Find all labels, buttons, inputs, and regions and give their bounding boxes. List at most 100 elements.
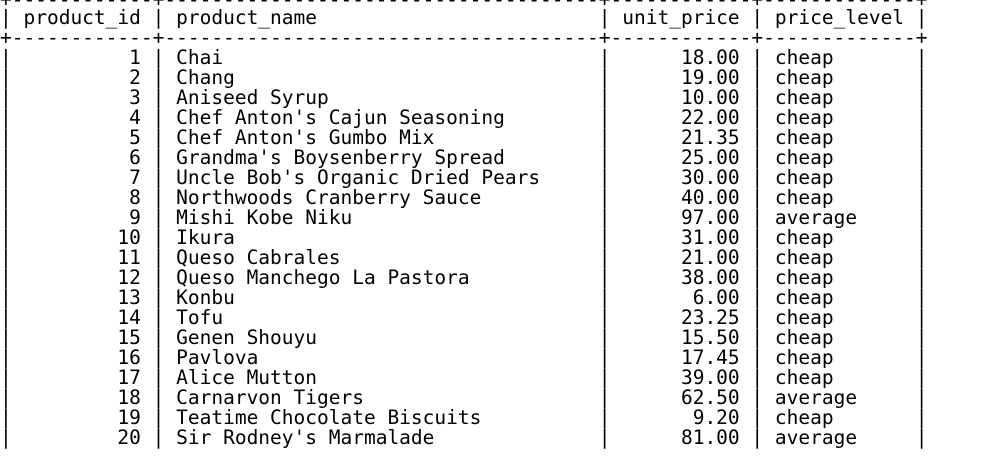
table-border-header: +------------+--------------------------… bbox=[0, 28, 927, 48]
table-row: | 9 | Mishi Kobe Niku | 97.00 | average … bbox=[0, 208, 928, 228]
column-separator: | bbox=[587, 426, 623, 449]
cell-price-level: cheap bbox=[774, 226, 905, 249]
cell-product-id: 1 bbox=[23, 46, 141, 69]
cell-product-id: 15 bbox=[23, 326, 141, 349]
cell-price-level: average bbox=[774, 386, 905, 409]
cell-unit-price: 15.50 bbox=[622, 326, 740, 349]
cell-price-level: cheap bbox=[774, 286, 905, 309]
column-separator: | bbox=[904, 366, 928, 389]
column-separator: | bbox=[904, 286, 928, 309]
table-row: | 13 | Konbu | 6.00 | cheap | bbox=[0, 288, 928, 308]
cell-product-id: 8 bbox=[23, 186, 141, 209]
table-row: | 17 | Alice Mutton | 39.00 | cheap | bbox=[0, 368, 928, 388]
column-header-unit-price: unit_price bbox=[622, 6, 740, 29]
cell-unit-price: 18.00 bbox=[622, 46, 740, 69]
cell-unit-price: 17.45 bbox=[622, 346, 740, 369]
column-separator: | bbox=[587, 126, 623, 149]
column-separator: | bbox=[739, 426, 775, 449]
column-separator: | bbox=[739, 226, 775, 249]
cell-unit-price: 25.00 bbox=[622, 146, 740, 169]
column-separator: | bbox=[140, 386, 177, 409]
column-separator: | bbox=[739, 166, 775, 189]
column-separator: | bbox=[587, 306, 623, 329]
table-row: | 7 | Uncle Bob's Organic Dried Pears | … bbox=[0, 168, 928, 188]
cell-product-name: Pavlova bbox=[176, 346, 588, 369]
cell-unit-price: 38.00 bbox=[622, 266, 740, 289]
column-separator: | bbox=[140, 246, 177, 269]
cell-product-id: 2 bbox=[23, 66, 141, 89]
column-separator: | bbox=[0, 46, 24, 69]
column-separator: | bbox=[739, 266, 775, 289]
table-row: | 19 | Teatime Chocolate Biscuits | 9.20… bbox=[0, 408, 928, 428]
column-separator: | bbox=[904, 106, 928, 129]
cell-product-name: Grandma's Boysenberry Spread bbox=[176, 146, 588, 169]
column-separator: | bbox=[904, 6, 928, 29]
column-separator: | bbox=[140, 186, 177, 209]
table-row: | 4 | Chef Anton's Cajun Seasoning | 22.… bbox=[0, 108, 928, 128]
column-separator: | bbox=[140, 426, 177, 449]
column-separator: | bbox=[739, 386, 775, 409]
column-separator: | bbox=[739, 106, 775, 129]
cell-unit-price: 22.00 bbox=[622, 106, 740, 129]
cell-price-level: cheap bbox=[774, 46, 905, 69]
cell-product-name: Uncle Bob's Organic Dried Pears bbox=[176, 166, 588, 189]
column-separator: | bbox=[587, 6, 623, 29]
column-separator: | bbox=[140, 266, 177, 289]
column-separator: | bbox=[904, 66, 928, 89]
table-row: | 16 | Pavlova | 17.45 | cheap | bbox=[0, 348, 928, 368]
column-separator: | bbox=[0, 146, 24, 169]
cell-price-level: cheap bbox=[774, 106, 905, 129]
cell-product-id: 10 bbox=[23, 226, 141, 249]
cell-product-name: Chef Anton's Gumbo Mix bbox=[176, 126, 588, 149]
cell-unit-price: 21.35 bbox=[622, 126, 740, 149]
table-row: | 20 | Sir Rodney's Marmalade | 81.00 | … bbox=[0, 428, 928, 448]
cell-unit-price: 9.20 bbox=[622, 406, 740, 429]
cell-unit-price: 21.00 bbox=[622, 246, 740, 269]
table-row: | 14 | Tofu | 23.25 | cheap | bbox=[0, 308, 928, 328]
column-separator: | bbox=[0, 286, 24, 309]
column-separator: | bbox=[140, 146, 177, 169]
column-separator: | bbox=[587, 386, 623, 409]
column-separator: | bbox=[587, 166, 623, 189]
column-separator: | bbox=[739, 366, 775, 389]
cell-product-name: Queso Manchego La Pastora bbox=[176, 266, 588, 289]
column-separator: | bbox=[140, 166, 177, 189]
cell-product-name: Queso Cabrales bbox=[176, 246, 588, 269]
column-separator: | bbox=[587, 206, 623, 229]
column-separator: | bbox=[904, 306, 928, 329]
column-separator: | bbox=[0, 386, 24, 409]
column-separator: | bbox=[904, 146, 928, 169]
column-separator: | bbox=[140, 366, 177, 389]
cell-price-level: cheap bbox=[774, 66, 905, 89]
column-separator: | bbox=[904, 186, 928, 209]
column-separator: | bbox=[0, 66, 24, 89]
cell-price-level: cheap bbox=[774, 166, 905, 189]
column-separator: | bbox=[0, 106, 24, 129]
column-separator: | bbox=[904, 206, 928, 229]
cell-product-id: 5 bbox=[23, 126, 141, 149]
cell-price-level: cheap bbox=[774, 346, 905, 369]
table-row: | 12 | Queso Manchego La Pastora | 38.00… bbox=[0, 268, 928, 288]
column-separator: | bbox=[587, 346, 623, 369]
column-separator: | bbox=[140, 286, 177, 309]
table-row: | 2 | Chang | 19.00 | cheap | bbox=[0, 68, 928, 88]
column-separator: | bbox=[587, 86, 623, 109]
column-separator: | bbox=[0, 206, 24, 229]
table-row: | 1 | Chai | 18.00 | cheap | bbox=[0, 48, 928, 68]
column-separator: | bbox=[739, 326, 775, 349]
cell-price-level: cheap bbox=[774, 366, 905, 389]
column-separator: | bbox=[140, 6, 177, 29]
column-separator: | bbox=[904, 426, 928, 449]
column-separator: | bbox=[587, 106, 623, 129]
cell-price-level: cheap bbox=[774, 146, 905, 169]
cell-price-level: cheap bbox=[774, 266, 905, 289]
column-separator: | bbox=[739, 286, 775, 309]
column-separator: | bbox=[587, 186, 623, 209]
column-separator: | bbox=[140, 226, 177, 249]
column-separator: | bbox=[904, 166, 928, 189]
table-row: | 6 | Grandma's Boysenberry Spread | 25.… bbox=[0, 148, 928, 168]
column-separator: | bbox=[0, 166, 24, 189]
column-separator: | bbox=[587, 146, 623, 169]
column-separator: | bbox=[904, 266, 928, 289]
